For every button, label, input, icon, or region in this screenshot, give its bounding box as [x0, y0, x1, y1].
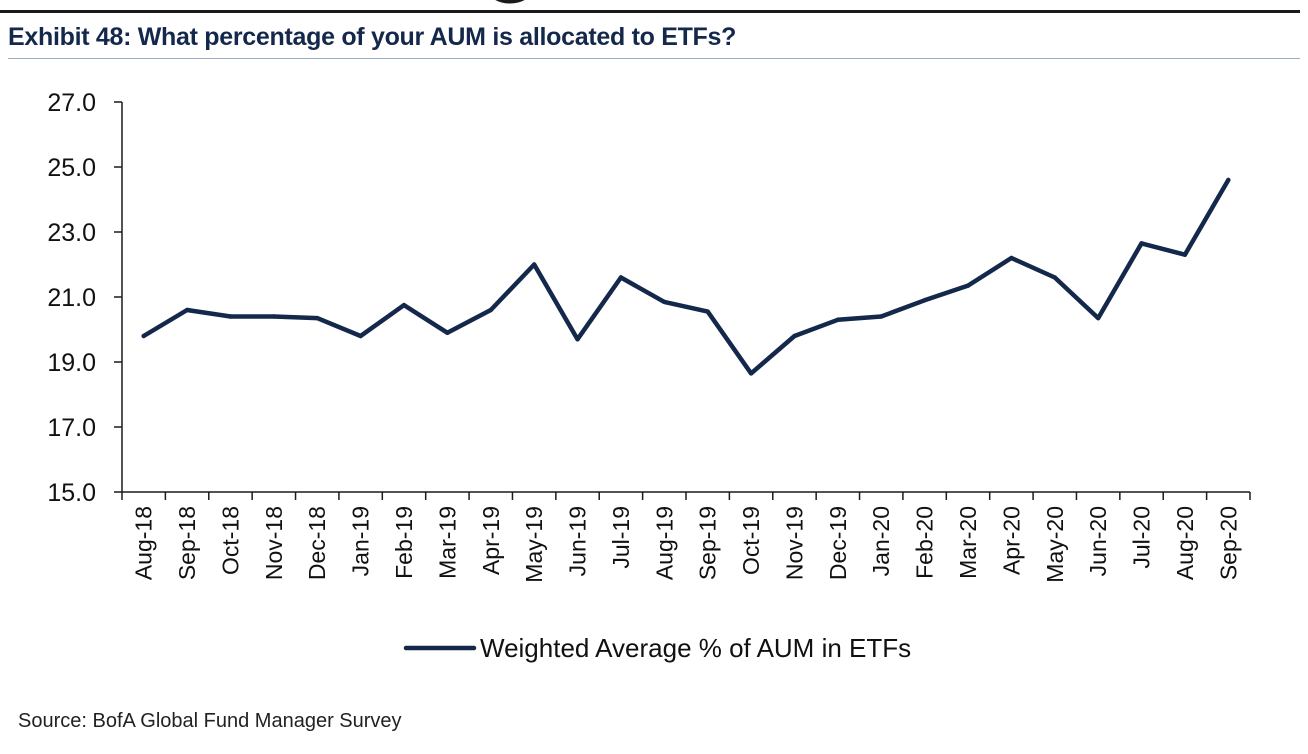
x-tick-label: May-19 — [521, 506, 547, 583]
x-tick-label: Mar-19 — [434, 506, 460, 579]
data-point — [1052, 275, 1057, 280]
x-tick-label: Feb-19 — [391, 506, 417, 579]
data-point — [228, 314, 233, 319]
y-axis-ticks: 15.0 17.0 19.0 21.0 23.0 25.0 27.0 — [47, 89, 122, 507]
x-tick-label: Jul-19 — [608, 506, 634, 569]
x-tick-label: Nov-18 — [261, 506, 287, 580]
y-tick-label: 23.0 — [47, 219, 96, 247]
y-tick-label: 17.0 — [47, 414, 96, 442]
data-point — [618, 275, 624, 280]
x-tick-label: Aug-20 — [1172, 506, 1198, 580]
data-point — [1095, 315, 1101, 321]
data-point — [445, 330, 450, 335]
data-point — [401, 302, 407, 308]
legend-label: Weighted Average % of AUM in ETFs — [480, 633, 911, 663]
data-point — [271, 314, 277, 319]
top-rule — [0, 10, 1300, 13]
x-tick-label: Apr-19 — [478, 506, 504, 575]
chart-title: Exhibit 48: What percentage of your AUM … — [8, 23, 737, 51]
data-point — [1139, 241, 1144, 246]
data-point — [531, 262, 537, 267]
x-tick-label: Mar-20 — [955, 506, 981, 579]
data-point — [1226, 177, 1231, 183]
x-tick-label: Jan-20 — [868, 506, 894, 576]
y-tick-label: 19.0 — [47, 349, 96, 377]
x-tick-label: Jul-20 — [1129, 506, 1155, 569]
x-tick-label: Nov-19 — [781, 506, 807, 580]
x-tick-label: Jun-19 — [565, 506, 591, 576]
x-tick-label: Jun-20 — [1085, 506, 1111, 576]
data-point — [1009, 255, 1014, 261]
data-point — [488, 307, 493, 313]
y-tick-label: 21.0 — [47, 284, 96, 312]
x-tick-label: Aug-19 — [651, 506, 677, 580]
x-tick-label: Oct-19 — [738, 506, 764, 575]
data-point — [315, 315, 320, 321]
data-point — [705, 309, 710, 314]
x-tick-label: Oct-18 — [217, 506, 243, 575]
data-point — [879, 314, 884, 319]
x-tick-label: May-20 — [1042, 506, 1068, 583]
x-tick-label: Dec-19 — [825, 506, 851, 580]
data-point — [141, 333, 146, 339]
data-point — [748, 371, 754, 376]
x-tick-label: Feb-20 — [912, 506, 938, 579]
data-point — [792, 333, 797, 339]
x-tick-label: Sep-20 — [1215, 506, 1241, 580]
y-tick-label: 27.0 — [47, 89, 96, 117]
data-point — [1182, 252, 1188, 257]
data-point — [922, 298, 927, 303]
x-tick-label: Aug-18 — [131, 506, 157, 580]
x-tick-label: Sep-18 — [174, 506, 200, 580]
x-tick-label: Sep-19 — [695, 506, 721, 580]
y-tick-label: 25.0 — [47, 154, 96, 182]
title-rule — [8, 58, 1300, 59]
y-tick-label: 15.0 — [47, 479, 96, 507]
series-line — [141, 177, 1231, 376]
x-tick-label: Apr-20 — [998, 506, 1024, 575]
x-tick-label: Dec-18 — [304, 506, 330, 580]
data-point — [965, 283, 971, 288]
x-axis-ticks: Aug-18 Sep-18 Oct-18 Nov-18 Dec-18 Jan-19 Feb-… — [121, 492, 1251, 583]
data-point — [184, 307, 190, 313]
legend: Weighted Average % of AUM in ETFs — [403, 633, 911, 663]
data-point — [575, 337, 580, 342]
source-note: Source: BofA Global Fund Manager Survey — [18, 710, 402, 732]
data-point — [358, 333, 363, 339]
data-point — [662, 299, 667, 305]
x-tick-label: Jan-19 — [348, 506, 374, 576]
series-layer — [141, 177, 1231, 376]
data-point — [835, 317, 841, 322]
axes — [121, 102, 1250, 493]
